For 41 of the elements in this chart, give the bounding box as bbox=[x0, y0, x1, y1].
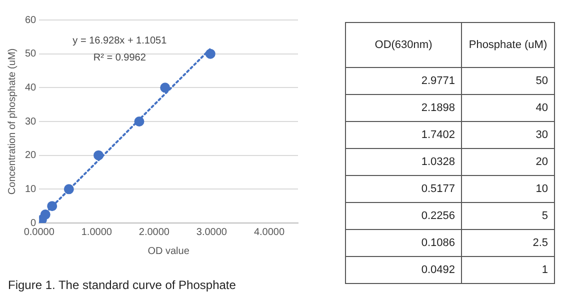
y-tick-label: 60 bbox=[25, 14, 37, 26]
text: 20 bbox=[462, 148, 554, 176]
text: 0.0492 bbox=[346, 256, 462, 284]
text: Phosphate (uM) bbox=[462, 22, 554, 68]
x-axis-title: OD value bbox=[148, 246, 190, 257]
y-tick-label: 50 bbox=[25, 48, 37, 60]
text: 1.0328 bbox=[346, 148, 462, 176]
y-tick-label: 20 bbox=[25, 150, 37, 162]
x-tick-label: 3.0000 bbox=[196, 226, 228, 238]
x-tick-label: 0.0000 bbox=[24, 226, 55, 238]
text: 2.9771 bbox=[346, 68, 462, 94]
x-tick-label: 4.0000 bbox=[254, 226, 285, 238]
y-axis-title: Concentration of phosphate (uM) bbox=[6, 48, 18, 195]
y-tick-label: 30 bbox=[25, 116, 37, 128]
point bbox=[134, 116, 144, 126]
text: OD(630nm) bbox=[346, 22, 462, 68]
caption: Figure 1. The standard curve of Phosphate bbox=[8, 278, 236, 292]
text: 2.1898 bbox=[346, 94, 462, 122]
text: 40 bbox=[462, 94, 554, 122]
text: 1.7402 bbox=[346, 122, 462, 148]
text: 0.5177 bbox=[346, 176, 462, 202]
y-tick-label: 40 bbox=[25, 82, 37, 94]
y-tick-label: 10 bbox=[25, 184, 37, 195]
x-tick-label: 2.0000 bbox=[138, 226, 170, 238]
text: 5 bbox=[462, 202, 554, 230]
annotation: R² = 0.9962 bbox=[93, 52, 146, 64]
x-tick-label: 1.0000 bbox=[81, 226, 112, 238]
point bbox=[47, 201, 58, 212]
point bbox=[64, 184, 74, 194]
text: 30 bbox=[462, 122, 554, 148]
point bbox=[94, 150, 104, 160]
text: 2.5 bbox=[462, 230, 554, 256]
y-tick-label: 0 bbox=[30, 218, 37, 229]
point bbox=[205, 48, 216, 59]
text: 0.1086 bbox=[346, 230, 462, 256]
annotation: y = 16.928x + 1.1051 bbox=[72, 36, 168, 47]
text: 1 bbox=[462, 256, 554, 284]
text: 50 bbox=[462, 68, 554, 94]
point bbox=[160, 82, 170, 93]
text: 0.2256 bbox=[346, 202, 462, 230]
text: 10 bbox=[462, 176, 554, 202]
